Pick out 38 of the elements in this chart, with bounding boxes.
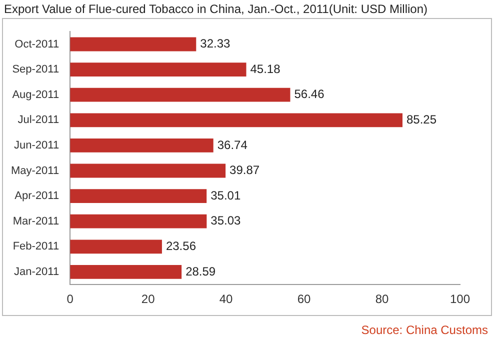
x-tick-label: 100 [450,292,470,306]
y-tick-label: Jun-2011 [14,139,60,152]
y-tick-label: Apr-2011 [14,190,60,202]
bar [70,37,196,52]
y-tick-label: May-2011 [10,164,60,177]
data-label: 45.18 [250,62,281,76]
bar [70,62,246,77]
y-tick-label: Jan-2011 [14,266,60,278]
source-note: Source: China Customs [361,323,488,337]
x-tick-label: 60 [297,292,312,306]
data-label: 28.59 [186,264,216,278]
bar [70,113,402,128]
bar [70,138,214,152]
x-tick-label: 20 [141,292,156,306]
y-tick-label: Mar-2011 [12,215,60,228]
bar [70,88,290,102]
data-label: 23.56 [166,238,196,253]
x-tick-label: 40 [219,292,234,306]
bar [70,189,207,204]
y-tick-label: Aug-2011 [12,88,60,101]
y-tick-label: Oct-2011 [14,38,60,50]
data-label: 85.25 [406,112,437,126]
data-label: 35.03 [210,214,242,228]
bar [70,264,182,279]
data-label: 36.74 [217,138,248,152]
y-tick-label: Feb-2011 [12,240,60,253]
y-tick-label: Jul-2011 [18,114,60,126]
bar [70,240,162,254]
data-label: 35.01 [210,188,241,202]
data-label: 56.46 [294,87,325,102]
y-tick-label: Sep-2011 [12,64,60,76]
bar [70,164,226,178]
x-tick-label: 0 [66,292,74,306]
data-label: 39.87 [230,163,260,178]
bar [70,214,207,228]
x-tick-label: 80 [375,292,390,306]
chart-title: Export Value of Flue-cured Tobacco in China, Jan.-Oct., 2011(Unit: USD Million) [4,2,428,16]
data-label: 32.33 [200,36,231,51]
